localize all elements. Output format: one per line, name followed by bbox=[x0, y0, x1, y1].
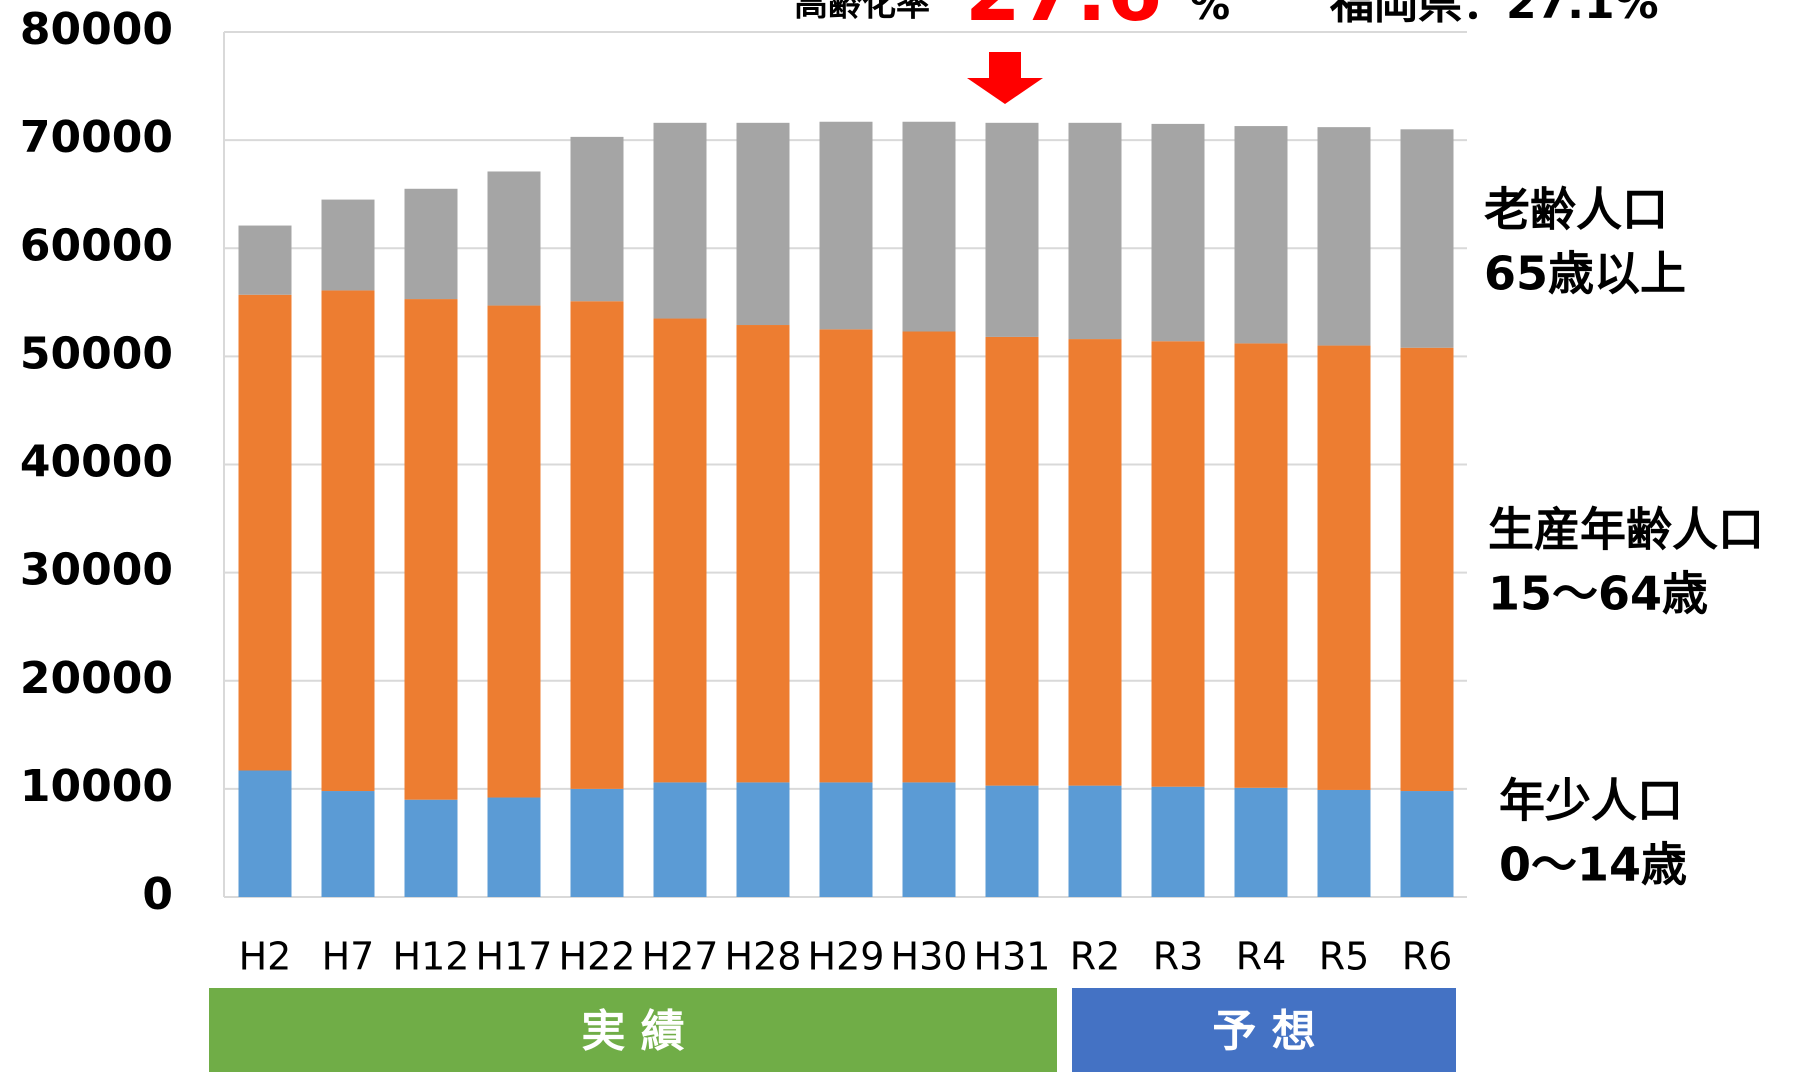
y-tick-label: 10000 bbox=[20, 761, 173, 812]
bar-segment bbox=[238, 225, 292, 295]
x-tick-label: H27 bbox=[642, 935, 719, 979]
y-tick-label: 40000 bbox=[20, 437, 173, 488]
bar-segment bbox=[902, 331, 956, 783]
annotation: % bbox=[1190, 0, 1230, 29]
bar-segment bbox=[570, 788, 624, 897]
y-tick-label: 70000 bbox=[20, 112, 173, 163]
bar-segment bbox=[653, 782, 707, 897]
y-tick-label: 30000 bbox=[20, 545, 173, 596]
bar-segment bbox=[487, 305, 541, 798]
y-tick-label: 0 bbox=[142, 869, 173, 920]
bar-segment bbox=[238, 770, 292, 897]
x-tick-label: R4 bbox=[1236, 935, 1287, 979]
bar-segment bbox=[321, 199, 375, 291]
x-tick-label: R6 bbox=[1402, 935, 1453, 979]
bar-segment bbox=[985, 785, 1039, 897]
bar-segment bbox=[321, 791, 375, 897]
bar-segment bbox=[1317, 789, 1371, 897]
annotation: 高齢化率 bbox=[794, 0, 930, 25]
period-label: 予 想 bbox=[1212, 1006, 1315, 1057]
bar-segment bbox=[653, 122, 707, 319]
y-tick-label: 50000 bbox=[20, 328, 173, 379]
bar-segment bbox=[404, 188, 458, 300]
bar-segment bbox=[902, 782, 956, 897]
bar-segment bbox=[487, 797, 541, 897]
bar-segment bbox=[570, 301, 624, 789]
x-tick-label: H2 bbox=[239, 935, 292, 979]
bar-segment bbox=[1400, 791, 1454, 897]
bar-segment bbox=[1400, 347, 1454, 792]
bar-segment bbox=[819, 121, 873, 330]
x-tick-label: H22 bbox=[559, 935, 636, 979]
period-box bbox=[1072, 988, 1456, 1072]
x-tick-label: H30 bbox=[891, 935, 968, 979]
series-range: 65歳以上 bbox=[1484, 247, 1686, 301]
x-tick-label: H28 bbox=[725, 935, 802, 979]
series-label: 年少人口 bbox=[1499, 774, 1683, 828]
annotation: 27.6 bbox=[965, 0, 1162, 39]
bar-segment bbox=[404, 299, 458, 800]
series-label: 老齢人口 bbox=[1484, 183, 1668, 237]
bar-segment bbox=[570, 136, 624, 302]
bar-segment bbox=[1151, 123, 1205, 342]
bar-segment bbox=[985, 336, 1039, 786]
annotation: 福岡県：27.1% bbox=[1329, 0, 1659, 29]
x-tick-label: H12 bbox=[393, 935, 470, 979]
series-label: 生産年齢人口 bbox=[1488, 503, 1764, 557]
y-tick-label: 80000 bbox=[20, 4, 173, 55]
bar-segment bbox=[819, 782, 873, 897]
arrow bbox=[967, 52, 1043, 104]
bar-segment bbox=[1234, 126, 1288, 344]
bar-segment bbox=[985, 122, 1039, 337]
x-tick-label: H31 bbox=[974, 935, 1051, 979]
bar-segment bbox=[1317, 127, 1371, 346]
bar-segment bbox=[1068, 785, 1122, 897]
series-range: 15～64歳 bbox=[1488, 567, 1708, 621]
y-tick-label: 60000 bbox=[20, 220, 173, 271]
x-tick-label: H29 bbox=[808, 935, 885, 979]
x-tick-label: R5 bbox=[1319, 935, 1370, 979]
bar-segment bbox=[1151, 786, 1205, 897]
bar-segment bbox=[1068, 122, 1122, 340]
period-label: 実 績 bbox=[581, 1006, 684, 1057]
bar-segment bbox=[1151, 341, 1205, 787]
bar-segment bbox=[321, 290, 375, 792]
bar-segment bbox=[1234, 787, 1288, 897]
x-tick-label: R3 bbox=[1153, 935, 1204, 979]
bar-segment bbox=[1068, 339, 1122, 786]
bar-segment bbox=[819, 329, 873, 783]
series-range: 0～14歳 bbox=[1499, 838, 1687, 892]
bar-segment bbox=[1234, 343, 1288, 788]
bar-segment bbox=[404, 799, 458, 897]
y-tick-label: 20000 bbox=[20, 653, 173, 704]
x-tick-label: H7 bbox=[322, 935, 375, 979]
bar-segment bbox=[736, 325, 790, 783]
bar-segment bbox=[1400, 129, 1454, 348]
bar-segment bbox=[736, 122, 790, 326]
bar-segment bbox=[1317, 345, 1371, 790]
bar-segment bbox=[487, 171, 541, 306]
x-tick-label: R2 bbox=[1070, 935, 1121, 979]
bar-segment bbox=[736, 782, 790, 897]
bar-segment bbox=[238, 294, 292, 771]
bar-segment bbox=[653, 318, 707, 783]
period-box bbox=[209, 988, 1057, 1072]
x-tick-label: H17 bbox=[476, 935, 553, 979]
bar-segment bbox=[902, 121, 956, 332]
